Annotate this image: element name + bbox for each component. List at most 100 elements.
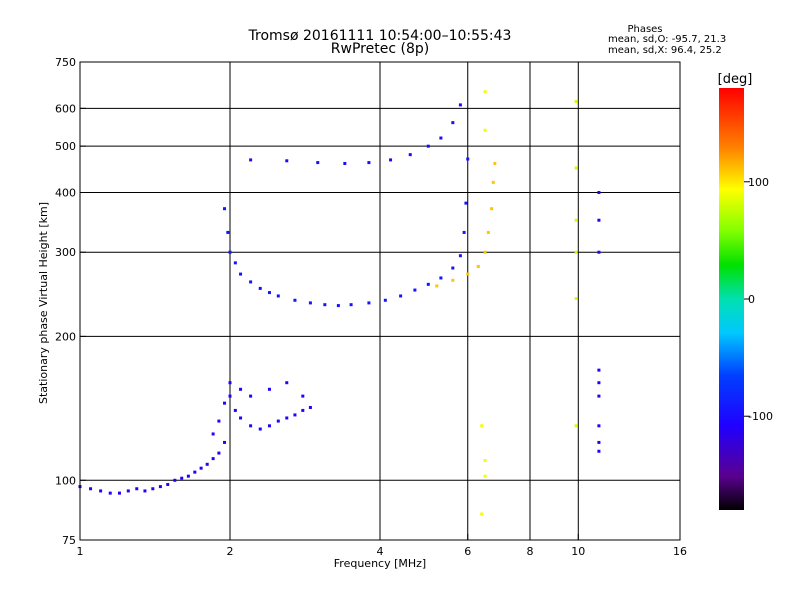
data-point xyxy=(597,449,601,453)
x-tick-label-3: 6 xyxy=(464,545,471,558)
data-point xyxy=(166,482,170,486)
y-tick-label-0: 75 xyxy=(62,534,76,547)
trace-7 xyxy=(597,190,601,453)
x-tick-label-6: 16 xyxy=(673,545,687,558)
data-point xyxy=(228,394,232,398)
data-point xyxy=(126,489,130,493)
data-point xyxy=(228,381,232,385)
data-point xyxy=(223,440,227,444)
data-point xyxy=(480,512,484,516)
y-tick-label-3: 300 xyxy=(55,246,76,259)
data-point xyxy=(267,387,271,391)
data-point xyxy=(108,491,112,495)
data-point xyxy=(217,419,221,423)
data-point xyxy=(413,288,417,292)
data-point xyxy=(574,166,578,170)
data-point xyxy=(135,487,139,491)
data-point xyxy=(389,158,393,162)
data-point xyxy=(597,440,601,444)
data-point xyxy=(343,161,347,165)
x-tick-label-5: 10 xyxy=(571,545,585,558)
data-point xyxy=(597,424,601,428)
data-point xyxy=(226,230,230,234)
data-point xyxy=(476,265,480,269)
data-point xyxy=(117,491,121,495)
trace-4 xyxy=(249,103,462,165)
data-point xyxy=(483,90,487,94)
x-tick-label-2: 4 xyxy=(377,545,384,558)
data-point xyxy=(249,394,253,398)
stats-heading: Phases xyxy=(627,24,662,35)
data-point xyxy=(316,161,320,165)
stats-line-o: mean, sd,O: -95.7, 21.3 xyxy=(608,34,726,45)
data-point xyxy=(349,303,353,307)
data-point xyxy=(89,487,93,491)
y-tick-label-2: 200 xyxy=(55,330,76,343)
data-point xyxy=(233,261,237,265)
data-point xyxy=(276,419,280,423)
trace-5 xyxy=(480,90,487,516)
data-point xyxy=(143,489,147,493)
trace-2 xyxy=(223,157,470,308)
colorbar-label: [deg] xyxy=(718,72,753,87)
data-point xyxy=(180,476,184,480)
data-point xyxy=(491,180,495,184)
y-tick-label-6: 600 xyxy=(55,102,76,115)
stats-line-x: mean, sd,X: 96.4, 25.2 xyxy=(608,45,722,56)
data-point xyxy=(480,424,484,428)
y-tick-label-7: 750 xyxy=(55,56,76,69)
data-point xyxy=(308,301,312,305)
data-point xyxy=(493,161,497,165)
data-point xyxy=(193,470,197,474)
data-point xyxy=(267,424,271,428)
data-point xyxy=(367,161,371,165)
data-point xyxy=(399,294,403,298)
data-point xyxy=(426,282,430,286)
data-point xyxy=(217,451,221,455)
data-point xyxy=(462,230,466,234)
data-point xyxy=(574,424,578,428)
y-axis-label: Stationary phase Virtual Height [km] xyxy=(37,202,50,404)
data-point xyxy=(486,230,490,234)
data-point xyxy=(383,298,387,302)
data-point xyxy=(205,462,209,466)
trace-3 xyxy=(435,161,497,288)
chart-subtitle: RwPretec (8p) xyxy=(331,41,429,57)
data-point xyxy=(574,297,578,301)
data-point xyxy=(451,266,455,270)
chart-title: Tromsø 20161111 10:54:00–10:55:43 xyxy=(248,28,512,44)
colorbar-tick-label-0: 100 xyxy=(748,176,769,189)
data-point xyxy=(466,272,470,276)
data-point xyxy=(597,394,601,398)
data-point xyxy=(367,301,371,305)
y-tick-label-1: 100 xyxy=(55,474,76,487)
data-point xyxy=(458,103,462,107)
data-point xyxy=(223,207,227,211)
data-point xyxy=(483,128,487,132)
data-point xyxy=(151,487,155,491)
axis-ticks: 1 2 4 6 8 10 16 75 100 200 300 400 500 600 750 xyxy=(55,56,687,558)
data-point xyxy=(239,416,243,420)
data-point xyxy=(574,100,578,104)
data-point xyxy=(483,250,487,254)
data-point xyxy=(285,159,289,163)
data-point xyxy=(301,394,305,398)
data-point xyxy=(301,408,305,412)
data-point xyxy=(597,218,601,222)
data-point xyxy=(258,286,262,290)
data-point xyxy=(323,303,327,307)
data-point xyxy=(173,478,177,482)
x-tick-label-0: 1 xyxy=(77,545,84,558)
data-point xyxy=(597,250,601,254)
data-point xyxy=(276,294,280,298)
data-point xyxy=(408,153,412,157)
data-point xyxy=(451,278,455,282)
grid-lines xyxy=(80,62,680,540)
data-point xyxy=(211,457,215,461)
data-point xyxy=(439,276,443,280)
data-point xyxy=(597,190,601,194)
trace-1 xyxy=(211,381,312,436)
data-point xyxy=(239,387,243,391)
data-point xyxy=(336,304,340,308)
